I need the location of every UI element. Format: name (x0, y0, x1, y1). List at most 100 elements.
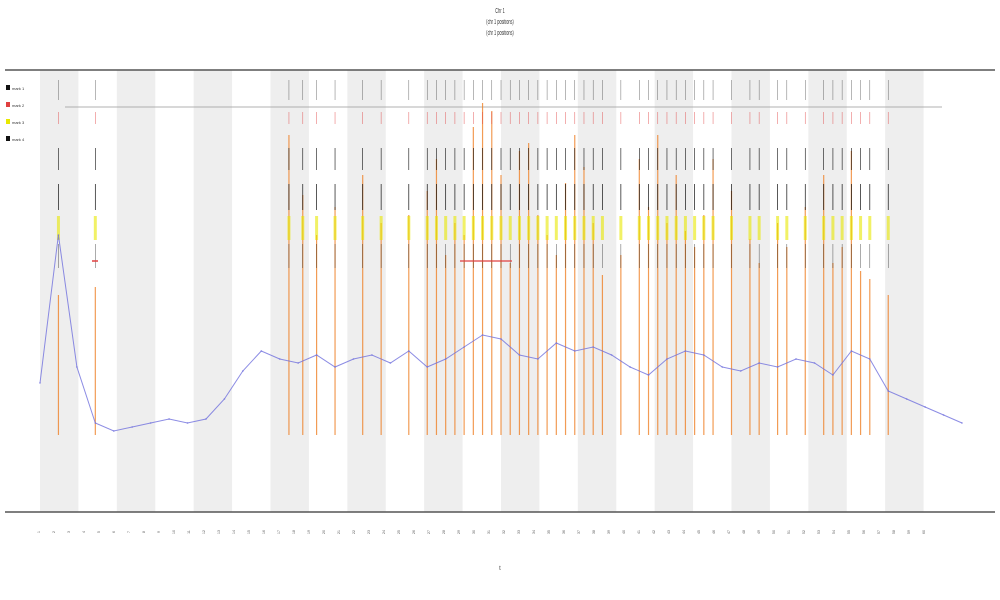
x-tick-label: 13 (217, 530, 221, 534)
highlight-mark (554, 216, 558, 240)
coverage-point (887, 390, 890, 392)
x-tick-label: 55 (847, 530, 851, 534)
legend-swatch (6, 136, 10, 141)
background-band (347, 70, 386, 512)
coverage-point (131, 426, 134, 428)
highlight-mark (499, 216, 503, 240)
x-tick-label: 11 (187, 530, 191, 534)
x-tick-label: 4 (82, 531, 86, 533)
highlight-mark (683, 216, 687, 240)
highlight-mark (471, 216, 475, 240)
coverage-point (500, 338, 502, 340)
x-tick-label: 21 (337, 530, 341, 534)
highlight-mark (56, 216, 60, 240)
background-band (193, 70, 233, 512)
highlight-mark (637, 216, 641, 240)
x-tick-label: 57 (877, 530, 881, 534)
x-tick-label: 36 (562, 530, 566, 534)
highlight-mark (434, 216, 438, 240)
background-band (885, 70, 924, 512)
x-tick-label: 56 (862, 530, 866, 534)
x-tick-label: 12 (202, 530, 206, 534)
coverage-point (702, 354, 705, 356)
x-axis-label: t (499, 566, 501, 572)
highlight-mark (785, 216, 789, 240)
coverage-point (758, 362, 761, 364)
coverage-point (536, 358, 539, 360)
x-tick-label: 27 (427, 530, 431, 534)
x-tick-label: 45 (697, 530, 701, 534)
highlight-mark (840, 216, 844, 240)
x-tick-label: 24 (382, 530, 386, 534)
x-tick-label: 23 (367, 530, 371, 534)
coverage-point (75, 366, 78, 368)
x-tick-label: 26 (412, 530, 416, 534)
coverage-point (57, 234, 60, 236)
highlight-mark (619, 216, 623, 240)
highlight-mark (315, 216, 319, 240)
legend-swatch (6, 85, 10, 90)
x-tick-label: 58 (892, 530, 896, 534)
legend-swatch (6, 102, 10, 107)
coverage-point (610, 354, 613, 356)
coverage-point (868, 358, 871, 360)
x-tick-label: 7 (127, 531, 131, 533)
x-tick-label: 17 (277, 530, 281, 534)
x-tick-label: 6 (112, 531, 116, 533)
x-tick-label: 48 (742, 530, 746, 534)
background-band (654, 70, 694, 512)
x-tick-label: 31 (487, 530, 491, 534)
coverage-point (186, 422, 189, 424)
coverage-point (905, 398, 908, 400)
coverage-point (776, 366, 779, 368)
highlight-mark (859, 216, 863, 240)
coverage-point (813, 362, 816, 364)
coverage-point (555, 342, 558, 344)
background-band (731, 70, 770, 512)
x-tick-label: 43 (667, 530, 671, 534)
coverage-point (297, 362, 300, 364)
highlight-mark (803, 216, 807, 240)
highlight-mark (886, 216, 890, 240)
coverage-point (739, 370, 742, 372)
x-tick-label: 37 (577, 530, 581, 534)
x-tick-label: 25 (397, 530, 401, 534)
x-tick-label: 20 (322, 530, 326, 534)
highlight-mark (591, 216, 595, 240)
highlight-mark (490, 216, 494, 240)
coverage-point (684, 350, 687, 352)
highlight-mark (647, 216, 651, 240)
highlight-mark (481, 216, 485, 240)
coverage-point (112, 430, 115, 432)
x-tick-label: 42 (652, 530, 656, 534)
x-tick-label: 18 (292, 530, 296, 534)
x-tick-label: 44 (682, 530, 686, 534)
highlight-mark (527, 216, 531, 240)
coverage-point (647, 374, 650, 376)
x-tick-label: 3 (67, 531, 71, 533)
x-tick-label: 47 (727, 530, 731, 534)
legend-label: mark 3 (12, 120, 25, 125)
x-tick-label: 34 (532, 530, 536, 534)
x-tick-label: 28 (442, 530, 446, 534)
coverage-point (223, 398, 226, 400)
highlight-mark (444, 216, 448, 240)
highlight-mark (517, 216, 521, 240)
coverage-point (666, 358, 668, 360)
chart-title: Chr 1 (495, 8, 505, 15)
coverage-point (334, 366, 336, 368)
highlight-mark (831, 216, 835, 240)
x-tick-label: 41 (637, 530, 641, 534)
coverage-point (942, 414, 945, 416)
highlight-mark (453, 216, 457, 240)
coverage-point (961, 422, 963, 424)
background-band (424, 70, 463, 512)
x-tick-label: 33 (517, 530, 521, 534)
highlight-mark (868, 216, 872, 240)
x-tick-label: 5 (97, 531, 101, 533)
highlight-mark (693, 216, 697, 240)
chart-subtitle-1: (chr 1 positions) (486, 19, 514, 26)
legend-swatch (6, 119, 10, 124)
highlight-mark (730, 216, 733, 240)
highlight-mark (425, 216, 429, 240)
